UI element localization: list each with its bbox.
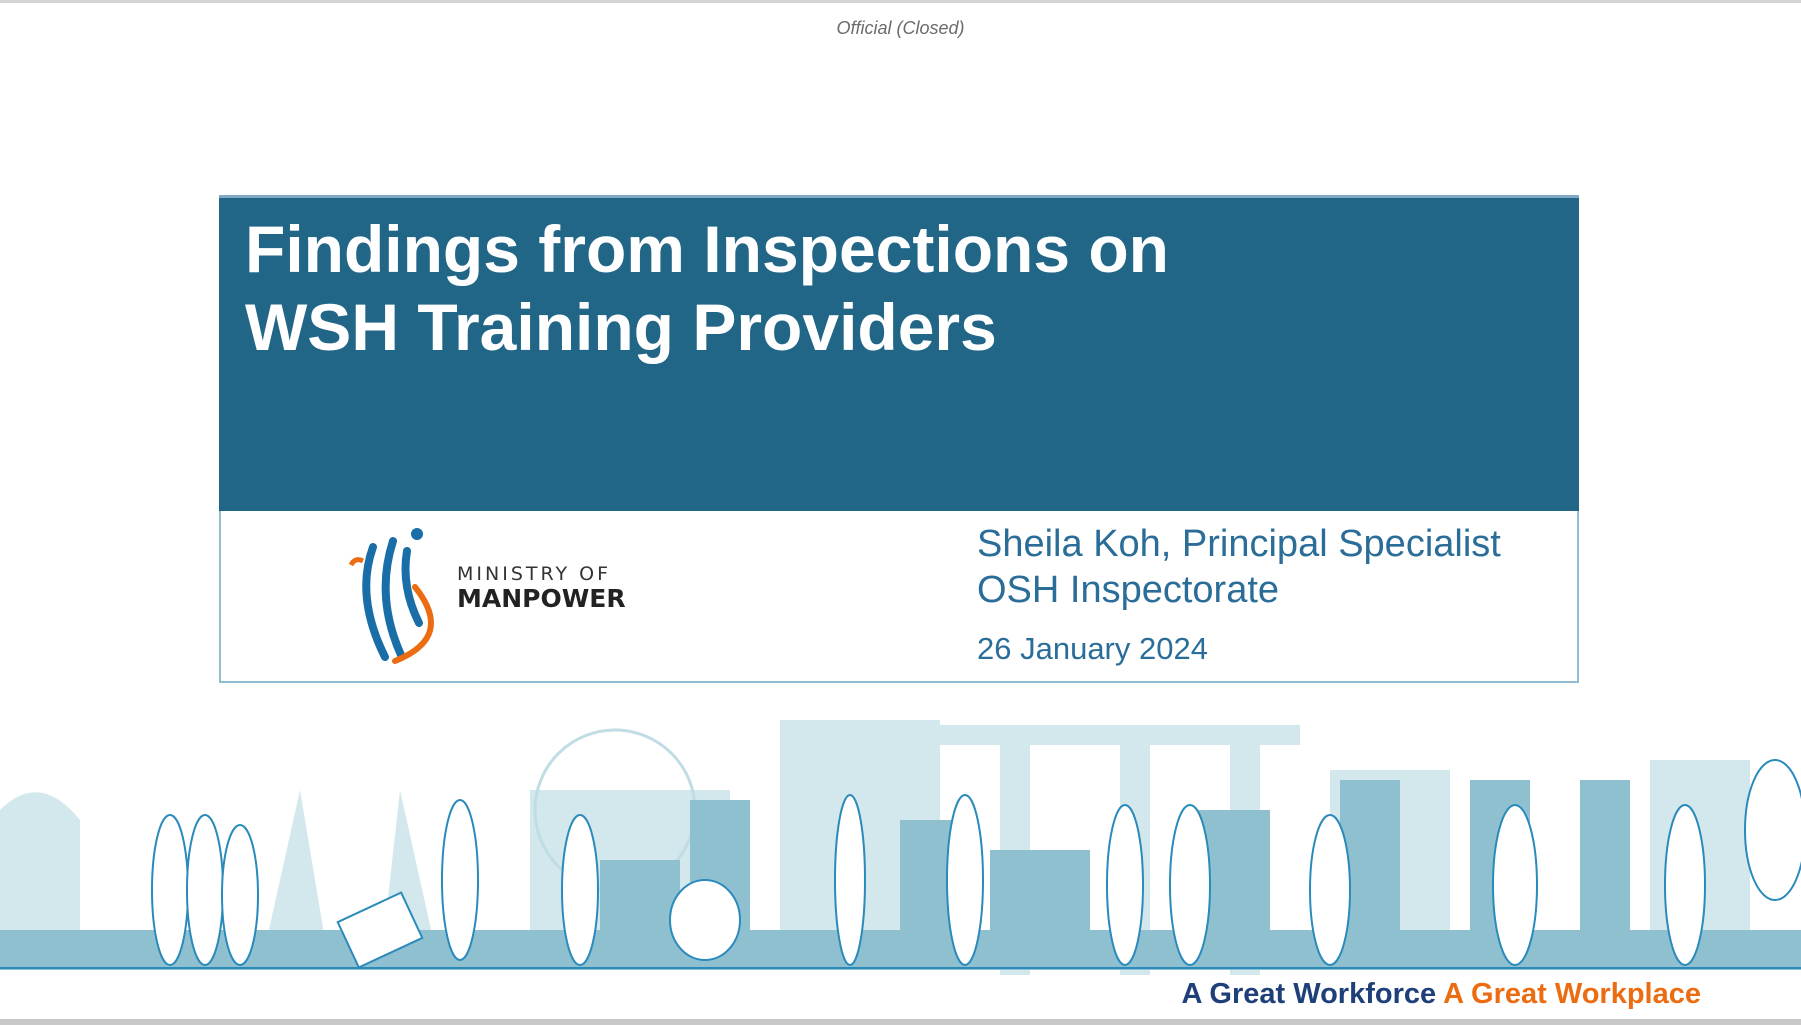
mom-logo: MINISTRY OF MANPOWER	[348, 528, 626, 664]
title-banner: Findings from Inspections on WSH Trainin…	[219, 195, 1579, 511]
presenter-block: Sheila Koh, Principal Specialist OSH Ins…	[977, 521, 1501, 613]
logo-line2: MANPOWER	[457, 584, 626, 613]
city-skyline-illustration	[0, 720, 1801, 975]
classification-label: Official (Closed)	[836, 18, 965, 38]
presenter-info-box: MINISTRY OF MANPOWER Sheila Koh, Princip…	[219, 511, 1579, 683]
presentation-date: 26 January 2024	[977, 631, 1208, 666]
bottom-border	[0, 1019, 1801, 1025]
presenter-name-title: Sheila Koh, Principal Specialist	[977, 523, 1501, 565]
title-line-2: WSH Training Providers	[245, 290, 997, 364]
tagline: A Great Workforce A Great Workplace	[1182, 978, 1702, 1011]
tagline-workforce: A Great Workforce	[1181, 978, 1437, 1010]
logo-line1: MINISTRY OF	[457, 563, 611, 585]
top-border	[0, 0, 1801, 3]
presenter-department: OSH Inspectorate	[977, 569, 1280, 611]
tagline-workplace: A Great Workplace	[1443, 978, 1701, 1010]
slide-title: Findings from Inspections on WSH Trainin…	[245, 210, 1169, 366]
title-line-1: Findings from Inspections on	[245, 212, 1169, 286]
